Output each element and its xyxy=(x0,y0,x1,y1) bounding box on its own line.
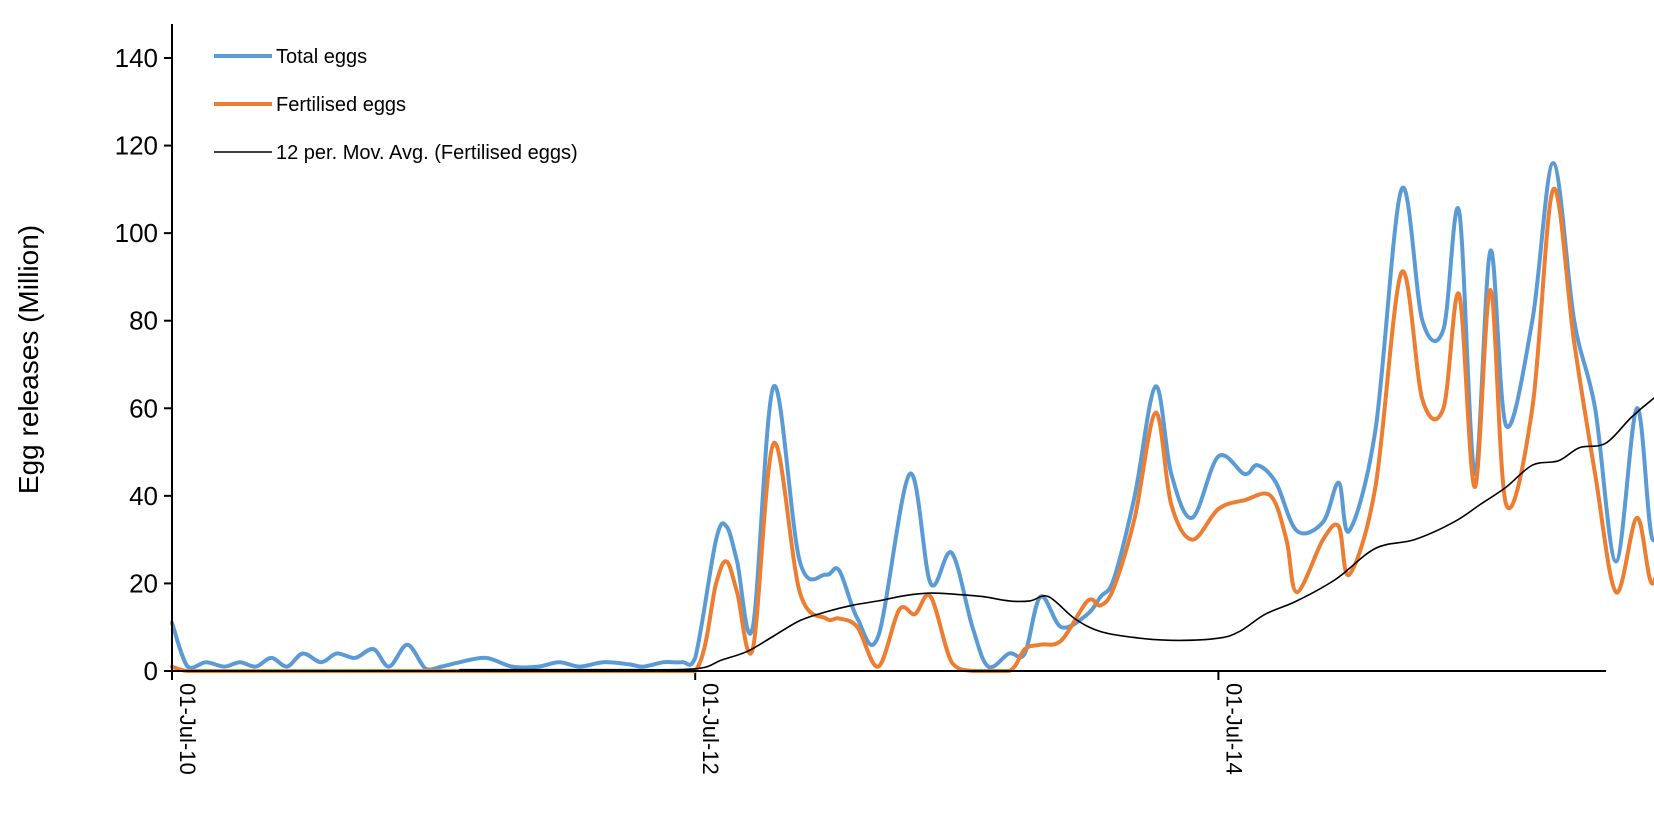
chart-legend: Total eggs Fertilised eggs 12 per. Mov. Av… xyxy=(214,46,578,164)
y-tick-label: 60 xyxy=(129,393,158,423)
y-tick-label: 140 xyxy=(115,43,158,73)
y-tick-label: 20 xyxy=(129,568,158,598)
y-tick-label: 40 xyxy=(129,481,158,511)
y-tick-label: 120 xyxy=(115,131,158,161)
x-axis-ticks: 01-Jul-1001-Jul-1201-Jul-1401-Jul-1601-J… xyxy=(171,671,1246,775)
y-tick-label: 100 xyxy=(115,218,158,248)
series-layer xyxy=(170,161,1654,673)
legend-label: Total eggs xyxy=(276,46,367,68)
y-tick-label: 80 xyxy=(129,306,158,336)
total-eggs-series-line xyxy=(170,161,1654,672)
legend-label: Fertilised eggs xyxy=(276,94,406,116)
x-tick-label: 01-Jul-12 xyxy=(698,683,723,775)
legend-label: 12 per. Mov. Avg. (Fertilised eggs) xyxy=(276,142,578,164)
moving-average-series-line xyxy=(459,397,1654,671)
x-tick-label: 01-Jul-10 xyxy=(175,683,200,775)
y-axis-ticks: 0 20 40 60 80 100 120 140 xyxy=(115,43,172,686)
y-tick-label: 0 xyxy=(144,656,158,686)
fertilised-eggs-series-line xyxy=(170,186,1654,673)
x-tick-label: 01-Jul-14 xyxy=(1221,683,1246,775)
y-axis-label: Egg releases (Million) xyxy=(13,225,44,494)
